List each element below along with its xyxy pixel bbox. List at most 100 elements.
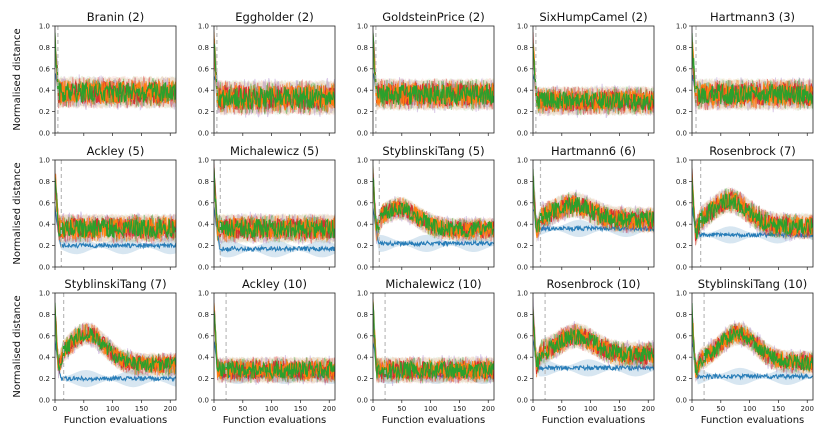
series-red-mean-line bbox=[692, 39, 813, 108]
y-tick-label: 0.2 bbox=[198, 375, 209, 383]
y-tick-label: 0.6 bbox=[357, 199, 369, 207]
axes-frame bbox=[691, 292, 814, 401]
subplot-title: Ackley (5) bbox=[87, 144, 145, 158]
y-tick-label: 0.6 bbox=[517, 199, 529, 207]
y-tick-label: 1.0 bbox=[39, 290, 50, 298]
x-tick-label: 50 bbox=[557, 405, 566, 413]
series-green-mean-line bbox=[692, 302, 813, 376]
axes-frame bbox=[213, 292, 336, 401]
subplot: 0.0 0.2 0.4 0.6 0.8 1.0 Michalewicz (5) bbox=[198, 144, 336, 272]
x-axis-label: Function evaluations bbox=[701, 415, 805, 426]
subplot-title: StyblinskiTang (10) bbox=[698, 277, 807, 291]
y-tick-label: 0.2 bbox=[39, 242, 50, 250]
y-tick-label: 0.8 bbox=[39, 44, 50, 52]
series-blue-band bbox=[373, 206, 494, 252]
x-tick-label: 100 bbox=[265, 405, 278, 413]
y-tick-label: 1.0 bbox=[676, 157, 687, 165]
plot-area bbox=[692, 293, 813, 400]
x-tick-label: 50 bbox=[397, 405, 406, 413]
axes-frame bbox=[532, 159, 655, 268]
x-tick-label: 100 bbox=[424, 405, 437, 413]
y-tick-label: 0.2 bbox=[357, 108, 368, 116]
y-tick-label: 0.4 bbox=[676, 87, 688, 95]
plot-area bbox=[55, 293, 176, 400]
y-tick-label: 0.2 bbox=[517, 375, 528, 383]
y-tick-label: 0.6 bbox=[357, 332, 369, 340]
y-tick-label: 0.8 bbox=[357, 44, 368, 52]
subplot-title: Michalewicz (5) bbox=[230, 144, 319, 158]
y-tick-label: 0.4 bbox=[198, 87, 210, 95]
plot-area bbox=[692, 160, 813, 267]
series-orange-mean-line bbox=[55, 34, 176, 105]
x-axis-label: Function evaluations bbox=[382, 415, 486, 426]
y-tick-label: 0.2 bbox=[517, 242, 528, 250]
subplot: 0.0 0.2 0.4 0.6 0.8 1.0 StyblinskiTang (5) bbox=[357, 144, 495, 272]
y-tick-label: 0.2 bbox=[39, 108, 50, 116]
y-tick-label: 0.4 bbox=[198, 354, 210, 362]
y-tick-label: 0.8 bbox=[676, 311, 687, 319]
x-tick-label: 150 bbox=[294, 405, 307, 413]
y-tick-label: 0.0 bbox=[357, 264, 368, 272]
series-green-mean-line bbox=[373, 177, 494, 238]
y-tick-label: 0.0 bbox=[39, 130, 50, 138]
axes-frame bbox=[532, 25, 655, 134]
y-tick-label: 0.8 bbox=[517, 311, 528, 319]
y-tick-label: 0.0 bbox=[39, 264, 50, 272]
subplot: 0.0 0.2 0.4 0.6 0.8 1.0 0 50 100 150 200 Rosenbrock… bbox=[517, 277, 655, 426]
y-tick-label: 0.4 bbox=[676, 221, 688, 229]
y-tick-label: 0.8 bbox=[676, 44, 687, 52]
subplot-title: Rosenbrock (7) bbox=[709, 144, 796, 158]
plot-area bbox=[214, 160, 335, 267]
plot-area bbox=[55, 160, 176, 267]
y-tick-label: 0.0 bbox=[357, 130, 368, 138]
plot-area bbox=[533, 26, 654, 133]
subplot-title: Rosenbrock (10) bbox=[547, 277, 641, 291]
series-green-mean-line bbox=[533, 43, 654, 113]
y-tick-label: 0.0 bbox=[517, 397, 528, 405]
y-tick-label: 0.6 bbox=[198, 199, 210, 207]
x-tick-label: 0 bbox=[690, 405, 694, 413]
y-axis-label: Normalised distance bbox=[12, 162, 23, 264]
x-tick-label: 100 bbox=[584, 405, 597, 413]
y-axis-label: Normalised distance bbox=[12, 28, 23, 130]
y-tick-label: 0.4 bbox=[357, 87, 369, 95]
y-tick-label: 0.6 bbox=[198, 65, 210, 73]
axes-frame bbox=[213, 159, 336, 268]
subplot-title: Hartmann3 (3) bbox=[710, 10, 795, 24]
y-tick-label: 1.0 bbox=[39, 23, 50, 31]
series-blue-line bbox=[55, 206, 176, 250]
subplot: 0.0 0.2 0.4 0.6 0.8 1.0 Hartmann6 (6) bbox=[517, 144, 655, 272]
subplot-title: StyblinskiTang (7) bbox=[64, 277, 166, 291]
x-tick-label: 0 bbox=[531, 405, 535, 413]
plot-area bbox=[55, 26, 176, 133]
y-tick-label: 0.4 bbox=[357, 221, 369, 229]
series-orange-mean-line bbox=[373, 47, 494, 107]
y-tick-label: 0.2 bbox=[676, 375, 687, 383]
y-tick-label: 0.8 bbox=[198, 178, 209, 186]
series-green-mean-line bbox=[692, 177, 813, 240]
subplot-title: SixHumpCamel (2) bbox=[539, 10, 647, 24]
y-tick-label: 0.0 bbox=[517, 264, 528, 272]
x-tick-label: 150 bbox=[613, 405, 626, 413]
y-tick-label: 0.8 bbox=[39, 178, 50, 186]
y-tick-label: 0.6 bbox=[517, 65, 529, 73]
y-tick-label: 1.0 bbox=[676, 290, 687, 298]
y-tick-label: 0.6 bbox=[676, 332, 688, 340]
x-tick-label: 100 bbox=[743, 405, 756, 413]
y-tick-label: 0.6 bbox=[517, 332, 529, 340]
y-tick-label: 0.4 bbox=[39, 87, 51, 95]
series-green-mean-line bbox=[214, 167, 335, 240]
y-tick-label: 1.0 bbox=[198, 23, 209, 31]
y-tick-label: 1.0 bbox=[357, 157, 368, 165]
y-tick-label: 0.8 bbox=[357, 178, 368, 186]
series-green-mean-line bbox=[533, 168, 654, 233]
series-blue-line bbox=[55, 340, 176, 383]
plot-area bbox=[373, 160, 494, 267]
plot-area bbox=[373, 26, 494, 133]
x-tick-label: 50 bbox=[716, 405, 725, 413]
subplot-title: GoldsteinPrice (2) bbox=[382, 10, 485, 24]
y-tick-label: 1.0 bbox=[517, 290, 528, 298]
plot-area bbox=[692, 26, 813, 133]
axes-frame bbox=[372, 25, 495, 134]
